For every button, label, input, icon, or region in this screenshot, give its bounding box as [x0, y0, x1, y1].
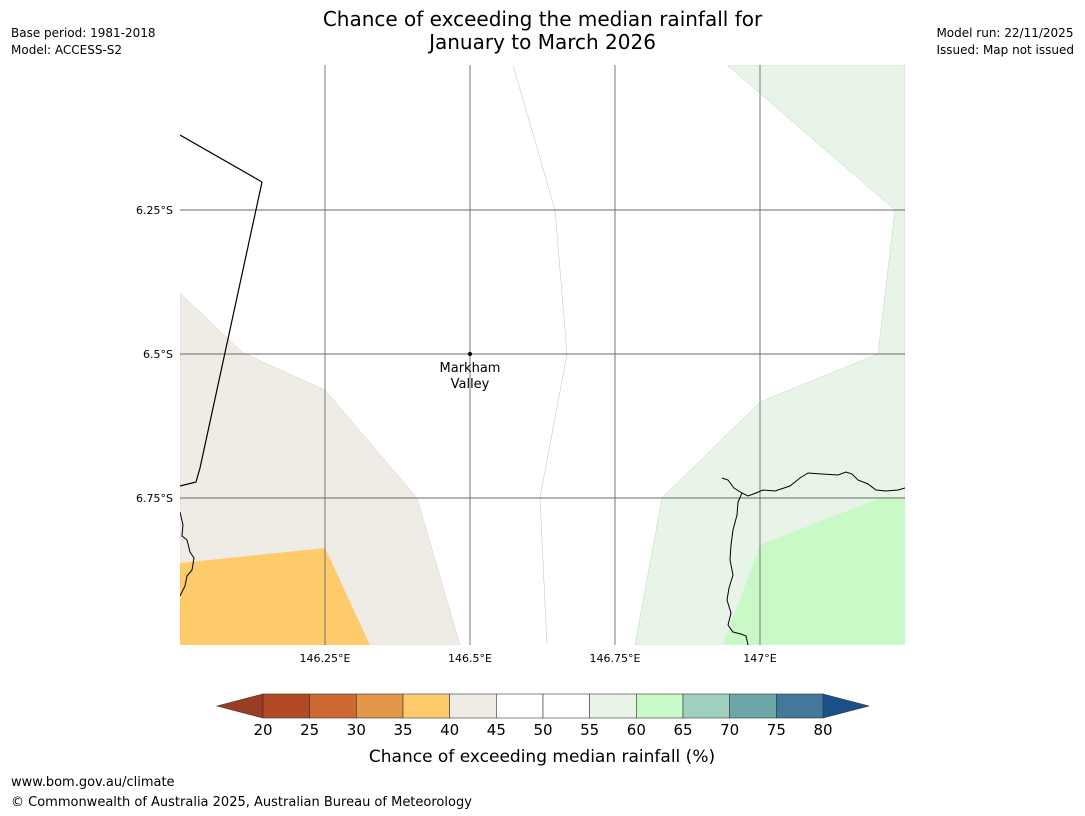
lon-label-147: 147°E — [743, 652, 776, 665]
colorbar-tick-label: 25 — [300, 721, 319, 739]
lon-label-146-5: 146.5°E — [448, 652, 492, 665]
lon-label-146-25: 146.25°E — [300, 652, 351, 665]
colorbar-high-extend — [822, 693, 871, 719]
region-60-65 — [723, 498, 905, 645]
contour-50 — [512, 65, 568, 645]
colorbar-tick-label: 55 — [580, 721, 599, 739]
colorbar-bin — [776, 693, 824, 719]
chart-title-line2: January to March 2026 — [429, 30, 656, 54]
colorbar-low-extend — [215, 693, 264, 719]
coastline-west — [180, 511, 195, 597]
lon-label-146-75: 146.75°E — [590, 652, 641, 665]
colorbar-tick-label: 70 — [720, 721, 739, 739]
colorbar-tick-label: 45 — [487, 721, 506, 739]
colorbar-tick-label: 40 — [440, 721, 459, 739]
lat-label-6-25: 6.25°S — [136, 204, 173, 217]
colorbar-bin — [496, 693, 544, 719]
colorbar-bin — [729, 693, 777, 719]
colorbar-tick-label: 75 — [767, 721, 786, 739]
map-layers — [180, 65, 905, 645]
colorbar-bin — [542, 693, 590, 719]
location-marker-markham-valley[interactable] — [468, 352, 472, 356]
colorbar-tick-label: 80 — [813, 721, 832, 739]
model-run-text: Model run: 22/11/2025 — [936, 26, 1074, 40]
location-label-line1: Markham — [440, 361, 501, 376]
colorbar: 20 25 30 35 40 45 50 55 60 65 70 75 80 — [215, 693, 871, 739]
region-55-60-north — [726, 65, 905, 211]
colorbar-label: Chance of exceeding median rainfall (%) — [369, 747, 715, 767]
model-text: Model: ACCESS-S2 — [11, 43, 123, 57]
lat-label-6-5: 6.5°S — [143, 348, 173, 361]
colorbar-tick-label: 30 — [347, 721, 366, 739]
footer-url[interactable]: www.bom.gov.au/climate — [11, 775, 175, 790]
meta-left: Base period: 1981-2018 Model: ACCESS-S2 — [11, 25, 156, 59]
region-35-40 — [180, 548, 370, 645]
colorbar-bin — [402, 693, 450, 719]
issued-text: Issued: Map not issued — [936, 43, 1074, 57]
colorbar-bin — [682, 693, 730, 719]
lat-label-6-75: 6.75°S — [136, 492, 173, 505]
location-label-line2: Valley — [451, 377, 490, 392]
colorbar-tick-label: 65 — [673, 721, 692, 739]
colorbar-bin — [262, 693, 310, 719]
colorbar-bin — [309, 693, 357, 719]
coastline-east — [721, 471, 905, 497]
colorbar-bin — [356, 693, 404, 719]
colorbar-bin — [449, 693, 497, 719]
colorbar-tick-label: 35 — [393, 721, 412, 739]
colorbar-tick-label: 60 — [627, 721, 646, 739]
colorbar-bin — [589, 693, 637, 719]
meta-right: Model run: 22/11/2025 Issued: Map not is… — [936, 25, 1074, 59]
chart-title-line1: Chance of exceeding the median rainfall … — [322, 7, 763, 31]
river-line — [726, 492, 749, 645]
border-line — [180, 134, 263, 487]
footer-copyright: © Commonwealth of Australia 2025, Austra… — [11, 795, 472, 810]
colorbar-tick-label: 50 — [533, 721, 552, 739]
colorbar-tick-label: 20 — [253, 721, 272, 739]
colorbar-bin — [636, 693, 684, 719]
base-period-text: Base period: 1981-2018 — [11, 26, 156, 40]
